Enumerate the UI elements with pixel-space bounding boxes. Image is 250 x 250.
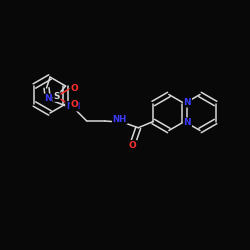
Text: O: O	[128, 141, 136, 150]
Text: N: N	[184, 118, 191, 127]
Text: N: N	[184, 98, 191, 107]
Text: O: O	[70, 100, 78, 109]
Text: S: S	[53, 92, 60, 101]
Text: O: O	[70, 84, 78, 93]
Text: N: N	[44, 94, 52, 103]
Text: NH: NH	[66, 102, 80, 111]
Text: NH: NH	[112, 115, 127, 124]
